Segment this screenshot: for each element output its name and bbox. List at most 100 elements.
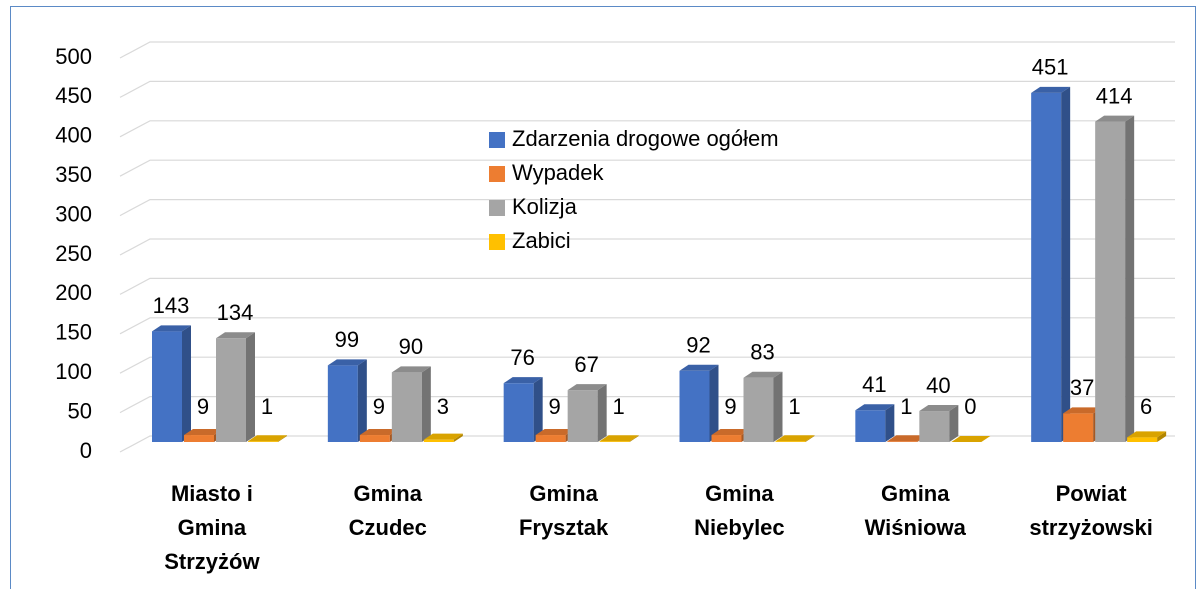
bar-front [327, 365, 358, 442]
value-label: 99 [335, 327, 359, 352]
bar-top [855, 404, 895, 411]
bar [391, 366, 431, 442]
value-label: 1 [261, 394, 273, 419]
bar [743, 371, 783, 442]
bar [327, 359, 367, 442]
bar-front [423, 439, 454, 442]
bar-side [357, 359, 367, 442]
bar-front [679, 370, 710, 442]
y-tick-label: 500 [55, 44, 92, 69]
value-label: 451 [1032, 55, 1069, 80]
value-label: 414 [1096, 83, 1133, 108]
bar-top [679, 364, 719, 371]
bar [152, 325, 191, 442]
x-tick-label: Powiat strzyżowski [1029, 481, 1153, 540]
value-label: 92 [686, 333, 710, 358]
grid-line [119, 159, 1175, 177]
bar-top [423, 433, 463, 440]
bar-top [775, 435, 815, 442]
value-label: 9 [197, 394, 209, 419]
bar-side [805, 435, 815, 442]
grid-line [119, 41, 1175, 59]
bar-side [949, 405, 959, 442]
bar-top [743, 371, 783, 378]
bar-front [743, 377, 774, 442]
bar-top [184, 429, 223, 436]
legend-swatch [489, 200, 505, 216]
bar [919, 405, 959, 442]
bar-side [709, 364, 719, 442]
y-tick-label: 250 [55, 241, 92, 266]
bar-front [216, 338, 246, 442]
bar-side [246, 332, 255, 442]
grid-line [119, 120, 1175, 138]
value-label: 67 [574, 352, 598, 377]
legend-label: Kolizja [512, 194, 578, 219]
grid-line [119, 238, 1175, 256]
bar-front [1063, 413, 1094, 442]
bar [599, 435, 639, 442]
value-label: 1 [613, 394, 625, 419]
value-label: 3 [437, 394, 449, 419]
legend-swatch [489, 166, 505, 182]
bar-side [885, 404, 895, 442]
bar-side [278, 435, 287, 442]
bar [1095, 115, 1135, 443]
bar-front [567, 390, 598, 442]
y-tick-label: 200 [55, 280, 92, 305]
bar-top [919, 405, 959, 412]
frame [10, 6, 1196, 589]
y-tick-label: 50 [68, 398, 92, 423]
bar-top [248, 435, 287, 442]
bar [248, 435, 287, 442]
bar-top [567, 384, 607, 391]
bar-side [629, 435, 639, 442]
bar-side [1125, 115, 1135, 443]
bar-front [391, 372, 422, 442]
bar-front [1031, 92, 1062, 443]
grid-line [119, 199, 1175, 217]
bar-top [327, 359, 367, 366]
bar-side [597, 384, 607, 442]
bar-side [453, 433, 463, 442]
bar [855, 404, 895, 442]
bar-top [216, 332, 255, 339]
bar-top [535, 429, 575, 436]
grid-line [119, 80, 1175, 98]
value-label: 1 [788, 394, 800, 419]
value-label: 9 [724, 394, 736, 419]
bar-front [887, 441, 918, 442]
bar-front [711, 435, 742, 442]
bar-side [182, 325, 191, 442]
bar-front [919, 411, 950, 442]
bar [679, 364, 719, 442]
bar-side [1157, 431, 1167, 442]
bar-side [533, 377, 543, 442]
value-label: 134 [217, 300, 254, 325]
bar-side [1061, 86, 1071, 443]
bar-top [951, 436, 991, 442]
bar [1031, 86, 1071, 443]
bar-front [1127, 437, 1158, 442]
bar [503, 377, 543, 442]
value-label: 143 [153, 293, 190, 318]
y-tick-label: 350 [55, 162, 92, 187]
x-tick-label: Gmina Frysztak [518, 481, 609, 540]
grid-line [119, 277, 1175, 295]
bar-top [887, 435, 927, 442]
bar-top [1063, 407, 1103, 414]
value-label: 76 [510, 345, 534, 370]
bar-front [855, 410, 886, 442]
bar [775, 435, 815, 442]
y-tick-label: 0 [80, 438, 92, 463]
bar-top [503, 377, 543, 384]
bar-top [152, 325, 191, 332]
legend-label: Wypadek [512, 160, 605, 185]
y-tick-label: 300 [55, 201, 92, 226]
x-tick-label: Gmina Czudec [348, 481, 427, 540]
value-label: 37 [1070, 375, 1094, 400]
value-label: 9 [549, 394, 561, 419]
y-tick-label: 400 [55, 123, 92, 148]
value-label: 1 [900, 394, 912, 419]
bar-side [421, 366, 431, 442]
